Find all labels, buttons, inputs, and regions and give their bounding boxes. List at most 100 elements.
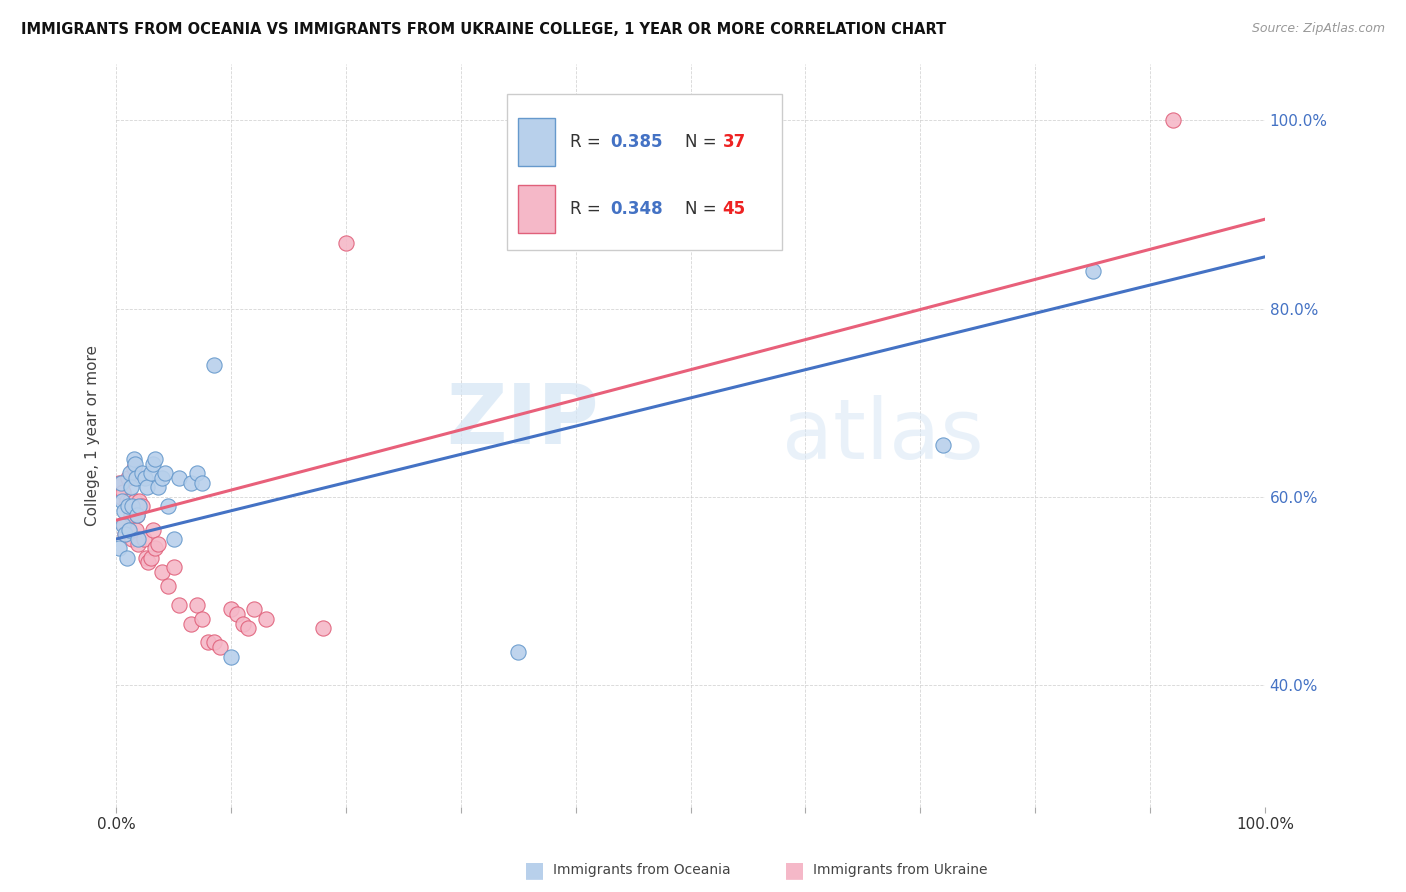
Text: R =: R = bbox=[569, 200, 606, 218]
Point bbox=[107, 475, 129, 490]
Point bbox=[134, 471, 156, 485]
Point bbox=[114, 527, 136, 541]
Y-axis label: College, 1 year or more: College, 1 year or more bbox=[86, 345, 100, 526]
Point bbox=[146, 480, 169, 494]
Point bbox=[128, 494, 150, 508]
Point bbox=[180, 475, 202, 490]
Point bbox=[191, 475, 214, 490]
Point bbox=[163, 532, 186, 546]
Point bbox=[112, 485, 135, 500]
FancyBboxPatch shape bbox=[519, 118, 555, 166]
Point bbox=[132, 532, 155, 546]
Point bbox=[111, 494, 134, 508]
Point bbox=[191, 612, 214, 626]
Point bbox=[117, 499, 139, 513]
Text: Source: ZipAtlas.com: Source: ZipAtlas.com bbox=[1251, 22, 1385, 36]
Point bbox=[139, 550, 162, 565]
Point bbox=[112, 504, 135, 518]
Point bbox=[208, 640, 231, 654]
FancyBboxPatch shape bbox=[519, 185, 555, 233]
Text: IMMIGRANTS FROM OCEANIA VS IMMIGRANTS FROM UKRAINE COLLEGE, 1 YEAR OR MORE CORRE: IMMIGRANTS FROM OCEANIA VS IMMIGRANTS FR… bbox=[21, 22, 946, 37]
Point bbox=[112, 517, 135, 532]
Point bbox=[125, 471, 148, 485]
Text: atlas: atlas bbox=[783, 395, 984, 476]
Point bbox=[232, 616, 254, 631]
Point bbox=[219, 602, 242, 616]
Point bbox=[118, 523, 141, 537]
Point bbox=[180, 616, 202, 631]
Point bbox=[156, 499, 179, 513]
Point bbox=[1081, 264, 1104, 278]
Point bbox=[120, 480, 142, 494]
Point bbox=[110, 490, 132, 504]
Point bbox=[142, 523, 165, 537]
Point bbox=[110, 475, 132, 490]
Point bbox=[1161, 113, 1184, 128]
Point bbox=[138, 556, 160, 570]
Text: ■: ■ bbox=[524, 860, 544, 880]
Point bbox=[197, 635, 219, 649]
Text: R =: R = bbox=[569, 133, 606, 151]
Point bbox=[115, 550, 138, 565]
Point bbox=[115, 494, 138, 508]
Point bbox=[150, 565, 173, 579]
Point bbox=[139, 466, 162, 480]
Point bbox=[169, 598, 191, 612]
Text: 45: 45 bbox=[723, 200, 745, 218]
Point bbox=[335, 235, 357, 250]
Text: Immigrants from Ukraine: Immigrants from Ukraine bbox=[813, 863, 987, 877]
Point bbox=[143, 541, 166, 556]
Text: ■: ■ bbox=[785, 860, 804, 880]
Point bbox=[124, 457, 146, 471]
Point bbox=[120, 508, 142, 523]
Point bbox=[124, 494, 146, 508]
Text: N =: N = bbox=[685, 200, 721, 218]
Text: ZIP: ZIP bbox=[446, 380, 599, 461]
Point bbox=[143, 452, 166, 467]
Point bbox=[146, 536, 169, 550]
Text: N =: N = bbox=[685, 133, 721, 151]
Point bbox=[125, 508, 148, 523]
Point bbox=[120, 494, 142, 508]
Point bbox=[121, 499, 143, 513]
Point bbox=[254, 612, 277, 626]
Point bbox=[125, 523, 148, 537]
Text: 0.385: 0.385 bbox=[610, 133, 662, 151]
Point bbox=[122, 452, 145, 467]
Point bbox=[150, 471, 173, 485]
Point bbox=[122, 461, 145, 475]
Point bbox=[169, 471, 191, 485]
Point bbox=[121, 532, 143, 546]
Point bbox=[108, 480, 131, 494]
Point bbox=[131, 499, 153, 513]
Point bbox=[135, 550, 157, 565]
FancyBboxPatch shape bbox=[506, 94, 783, 250]
Point bbox=[153, 466, 176, 480]
Point bbox=[107, 541, 129, 556]
Point bbox=[202, 358, 225, 372]
Point bbox=[238, 621, 260, 635]
Point bbox=[312, 621, 335, 635]
Point bbox=[163, 560, 186, 574]
Point bbox=[128, 499, 150, 513]
Point bbox=[118, 523, 141, 537]
Point bbox=[156, 579, 179, 593]
Point bbox=[125, 508, 148, 523]
Point bbox=[186, 598, 208, 612]
Point bbox=[219, 649, 242, 664]
Point bbox=[243, 602, 266, 616]
Point bbox=[225, 607, 247, 622]
Point bbox=[127, 536, 149, 550]
Point bbox=[117, 471, 139, 485]
Point bbox=[136, 480, 159, 494]
Text: Immigrants from Oceania: Immigrants from Oceania bbox=[553, 863, 730, 877]
Text: 37: 37 bbox=[723, 133, 747, 151]
Point bbox=[202, 635, 225, 649]
Point bbox=[112, 517, 135, 532]
Point bbox=[508, 645, 530, 659]
Point bbox=[932, 438, 955, 452]
Point bbox=[127, 532, 149, 546]
Point bbox=[131, 466, 153, 480]
Point bbox=[142, 457, 165, 471]
Point bbox=[111, 475, 134, 490]
